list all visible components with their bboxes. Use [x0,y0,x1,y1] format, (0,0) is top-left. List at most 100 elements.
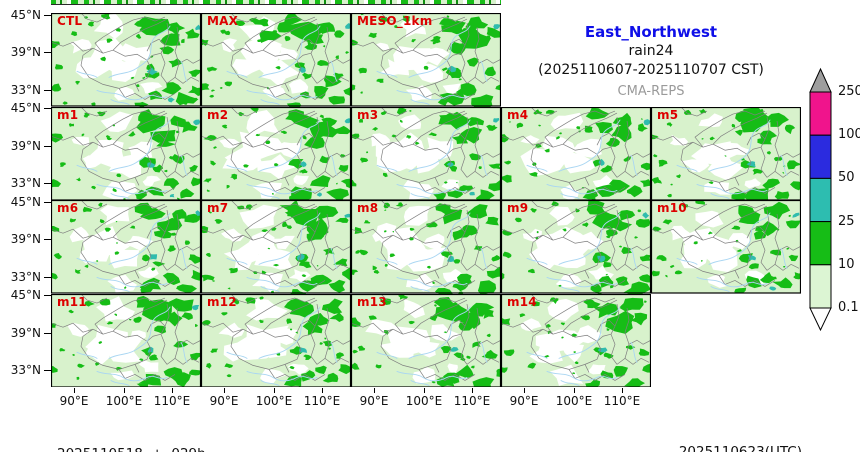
panel-m4: m4 [501,106,651,200]
panel-m2: m2 [201,106,351,200]
colorbar-level-label: 25 [838,213,855,229]
title-block: East_Northwest rain24 (2025110607-202511… [501,0,801,105]
rain-map [351,13,501,107]
river-lines [76,306,188,386]
panel-m11: m11 [51,293,201,387]
variable-label: rain24 [628,43,674,59]
panel-label: CTL [57,14,83,28]
cropped-map-strip-top [51,0,501,5]
province-borders [51,13,201,100]
province-borders [201,293,351,381]
rain-map [201,106,351,200]
panel-frame [51,106,201,200]
province-borders [651,200,801,287]
lon-tick-label: 110°E [453,394,491,408]
lon-tick-mark [472,387,474,393]
colorbar-arrow-down-icon [809,307,832,332]
panel-CTL: CTL [51,13,201,107]
panel-frame [201,200,351,294]
province-borders [51,106,201,194]
province-borders [201,200,351,287]
valid-period: (2025110607-2025110707 CST) [538,62,764,78]
lat-tick-label: 45°N [10,101,41,115]
model-name: CMA-REPS [617,84,685,99]
init-time-line-1: 2025110518 + 029h [57,446,206,452]
lon-tick-mark [74,387,76,393]
init-time-block: 2025110518 + 029h 2025110602 + 029h [57,411,206,452]
lon-tick-mark [622,387,624,393]
river-lines [226,306,338,386]
panel-frame [501,200,651,294]
lat-tick-label: 45°N [10,194,41,209]
lat-tick-mark [44,145,51,147]
river-lines [76,212,188,292]
lat-tick-mark [44,14,51,16]
province-borders [501,106,651,194]
river-lines [526,119,638,199]
panel-m13: m13 [351,293,501,387]
lat-tick-mark [44,370,51,372]
panel-MESO_1km: MESO_1km [351,13,501,107]
panel-m8: m8 [351,200,501,294]
lon-tick-mark [524,387,526,393]
panel-frame [201,106,351,200]
panel-label: m10 [657,201,687,215]
river-lines [376,306,488,386]
rain-map [51,106,201,200]
lat-tick-mark [44,276,51,278]
panel-m9: m9 [501,200,651,294]
rain-map [51,13,201,107]
river-lines [376,25,488,105]
panel-frame [351,13,501,107]
lat-tick-mark [44,295,51,297]
province-borders [201,13,351,100]
lat-tick-label: 39°N [10,138,41,153]
colorbar-level-label: 100 [838,127,860,143]
river-lines [676,119,788,199]
rain-map [201,293,351,387]
panel-frame [351,293,501,387]
panel-m10: m10 [651,200,801,294]
panel-frame [501,106,651,200]
colorbar-segment [809,221,832,266]
region-title: East_Northwest [584,23,718,41]
rain-map [51,200,201,294]
panel-label: MESO_1km [357,14,433,28]
lon-tick-mark [424,387,426,393]
rain-map [51,293,201,387]
lon-tick-mark [224,387,226,393]
river-lines [76,119,188,199]
rain-map [201,200,351,294]
province-borders [201,106,351,194]
river-lines [376,119,488,199]
panel-label: m8 [357,201,379,215]
panel-label: m6 [57,201,79,215]
panel-label: m1 [57,107,79,122]
panel-frame [51,293,201,387]
panel-label: m9 [507,201,529,215]
panel-frame [51,200,201,294]
lon-tick-mark [574,387,576,393]
panel-label: m3 [357,107,379,122]
lon-tick-mark [374,387,376,393]
colorbar-segment [809,91,832,136]
province-borders [351,200,501,287]
panel-frame [351,106,501,200]
rain-map [651,200,801,294]
river-lines [526,212,638,292]
lon-tick-label: 90°E [359,394,389,408]
lat-tick-mark [44,332,51,334]
rain-map [501,106,651,200]
river-lines [226,212,338,292]
rain-map [351,200,501,294]
panel-label: m7 [207,201,229,215]
colorbar-svg [809,67,832,332]
lon-tick-label: 110°E [303,394,341,408]
panel-m14: m14 [501,293,651,387]
colorbar-level-label: 0.1 [838,300,859,315]
lat-tick-label: 33°N [10,363,41,377]
panel-label: m4 [507,107,529,122]
panel-label: m13 [357,294,387,309]
lat-tick-label: 45°N [10,7,41,22]
panel-frame [651,200,801,294]
